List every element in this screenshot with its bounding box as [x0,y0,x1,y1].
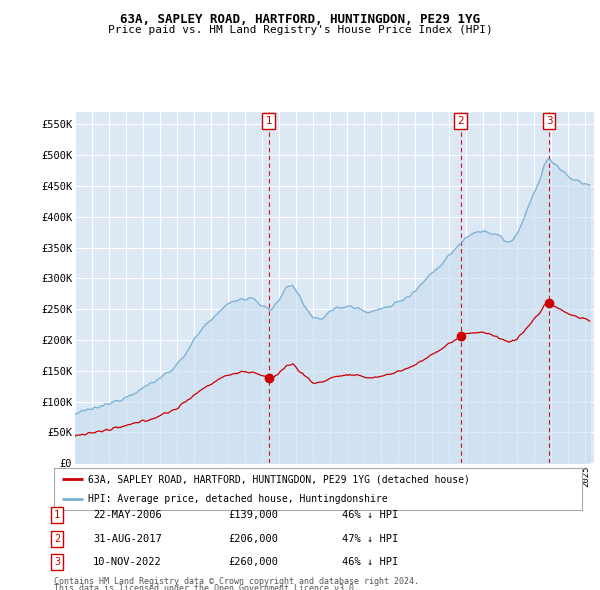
Text: 63A, SAPLEY ROAD, HARTFORD, HUNTINGDON, PE29 1YG (detached house): 63A, SAPLEY ROAD, HARTFORD, HUNTINGDON, … [88,474,470,484]
Text: 3: 3 [54,558,60,567]
Text: 31-AUG-2017: 31-AUG-2017 [93,534,162,543]
Text: 1: 1 [265,116,272,126]
Text: 22-MAY-2006: 22-MAY-2006 [93,510,162,520]
Text: 3: 3 [546,116,553,126]
Text: £260,000: £260,000 [228,558,278,567]
Text: 2: 2 [54,534,60,543]
Text: Price paid vs. HM Land Registry's House Price Index (HPI): Price paid vs. HM Land Registry's House … [107,25,493,35]
Text: 46% ↓ HPI: 46% ↓ HPI [342,510,398,520]
Text: £139,000: £139,000 [228,510,278,520]
Text: HPI: Average price, detached house, Huntingdonshire: HPI: Average price, detached house, Hunt… [88,494,388,504]
Text: 2: 2 [457,116,464,126]
Text: 63A, SAPLEY ROAD, HARTFORD, HUNTINGDON, PE29 1YG: 63A, SAPLEY ROAD, HARTFORD, HUNTINGDON, … [120,13,480,26]
Text: 47% ↓ HPI: 47% ↓ HPI [342,534,398,543]
Text: 1: 1 [54,510,60,520]
Text: This data is licensed under the Open Government Licence v3.0.: This data is licensed under the Open Gov… [54,584,359,590]
Text: £206,000: £206,000 [228,534,278,543]
Text: 10-NOV-2022: 10-NOV-2022 [93,558,162,567]
Text: 46% ↓ HPI: 46% ↓ HPI [342,558,398,567]
Text: Contains HM Land Registry data © Crown copyright and database right 2024.: Contains HM Land Registry data © Crown c… [54,577,419,586]
